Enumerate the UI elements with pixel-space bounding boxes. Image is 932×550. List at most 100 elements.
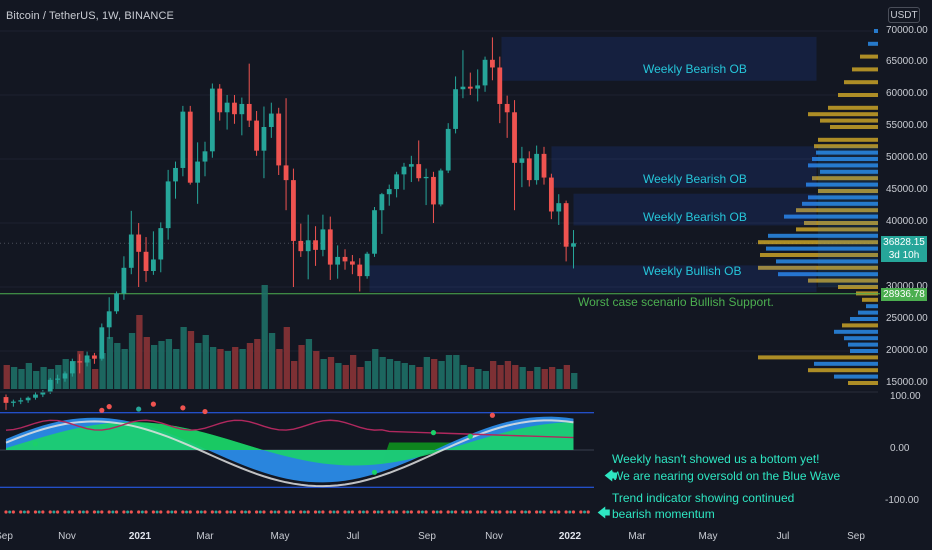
volume-bar xyxy=(453,355,460,389)
trend-note-line1: Trend indicator showing continued xyxy=(612,491,795,505)
osc-signal-dot xyxy=(32,441,39,447)
osc-signal-dot xyxy=(371,469,378,475)
trend-dot xyxy=(321,510,325,514)
time-axis-label: Mar xyxy=(628,531,646,542)
price-axis-label: 15000.00 xyxy=(886,377,928,388)
volume-profile-bar xyxy=(808,112,878,117)
trend-dot xyxy=(479,510,483,514)
trend-dot xyxy=(288,510,292,514)
volume-bar xyxy=(364,361,372,389)
trend-dot xyxy=(196,510,200,514)
candle-body xyxy=(151,259,156,271)
candle-body xyxy=(92,355,97,359)
trend-dot xyxy=(107,510,111,514)
trend-dot xyxy=(126,510,130,514)
volume-bar xyxy=(254,339,261,389)
trend-dot xyxy=(299,510,303,514)
candle-body xyxy=(195,161,201,183)
candle-body xyxy=(401,166,407,175)
candle-body xyxy=(313,240,318,250)
volume-bar xyxy=(423,357,430,389)
candle-body xyxy=(209,88,215,152)
volume-profile-bar xyxy=(778,272,878,277)
candle-body xyxy=(10,401,16,403)
trend-dot xyxy=(232,510,237,514)
trend-dot xyxy=(185,510,189,514)
volume-profile-bar xyxy=(808,195,878,200)
candle-body xyxy=(3,397,9,403)
trend-dot xyxy=(557,510,561,514)
volume-bar xyxy=(33,371,40,389)
candle-body xyxy=(541,153,547,178)
candle-body xyxy=(246,103,252,121)
volume-profile-bar xyxy=(784,214,878,219)
volume-bar xyxy=(497,365,504,389)
trend-dot xyxy=(37,510,41,514)
candle-body xyxy=(438,170,444,205)
trend-dot xyxy=(461,510,465,514)
trend-note-line2: bearish momentum xyxy=(612,507,715,521)
candle-body xyxy=(467,86,473,89)
trend-dot xyxy=(568,510,572,514)
volume-profile-bar xyxy=(868,41,878,46)
candle-body xyxy=(453,89,458,129)
trend-dot xyxy=(549,510,553,514)
volume-profile-bar xyxy=(820,169,878,174)
trend-dot xyxy=(571,510,576,514)
volume-bar xyxy=(165,339,173,389)
trend-dot xyxy=(343,510,347,514)
volume-bar xyxy=(534,367,541,389)
trend-dot xyxy=(524,510,528,514)
volume-bar xyxy=(268,333,276,389)
volume-profile-bar xyxy=(812,176,878,181)
candle-body xyxy=(77,361,83,363)
osc-trend-line xyxy=(5,419,574,439)
trend-dot xyxy=(542,510,546,514)
trend-dot xyxy=(468,510,472,514)
trend-dot xyxy=(4,510,8,514)
trend-dot xyxy=(170,510,174,514)
trend-dot xyxy=(435,510,439,514)
volume-bar xyxy=(357,367,364,389)
volume-bar xyxy=(460,365,467,389)
candle-body xyxy=(33,394,38,398)
trend-dot xyxy=(129,510,133,514)
trend-dot xyxy=(229,510,233,514)
trend-dot xyxy=(70,510,74,514)
candle-body xyxy=(372,210,377,254)
candle-body xyxy=(18,400,24,402)
volume-bar xyxy=(106,337,114,389)
candle-body xyxy=(84,355,90,363)
volume-bar xyxy=(556,369,563,389)
trend-dot xyxy=(520,510,524,514)
candle-body xyxy=(556,203,562,212)
volume-bar xyxy=(519,367,526,389)
candle-body xyxy=(55,378,60,380)
volume-bar xyxy=(217,349,224,389)
trend-dot xyxy=(78,510,82,514)
candle-body xyxy=(114,293,119,312)
trend-dot xyxy=(361,510,365,514)
volume-bar xyxy=(18,369,25,389)
candle-body xyxy=(445,128,451,171)
volume-bar xyxy=(239,349,246,389)
currency-button[interactable]: USDT xyxy=(888,7,920,23)
volume-bar xyxy=(195,343,202,389)
trend-dot xyxy=(22,510,26,514)
volume-profile-bar xyxy=(862,297,878,302)
volume-bar xyxy=(571,373,578,389)
candle-body xyxy=(202,151,208,162)
trend-dot xyxy=(8,510,12,514)
volume-bar xyxy=(3,365,10,389)
symbol-title[interactable]: Bitcoin / TetherUS, 1W, BINANCE xyxy=(6,10,174,22)
trend-dot xyxy=(358,510,362,514)
volume-profile-bar xyxy=(796,208,878,213)
volume-bar xyxy=(349,355,357,389)
trend-dot xyxy=(173,510,178,514)
candle-body xyxy=(99,327,105,359)
candle-body xyxy=(268,113,274,127)
volume-bar xyxy=(320,359,327,389)
volume-bar xyxy=(386,359,394,389)
